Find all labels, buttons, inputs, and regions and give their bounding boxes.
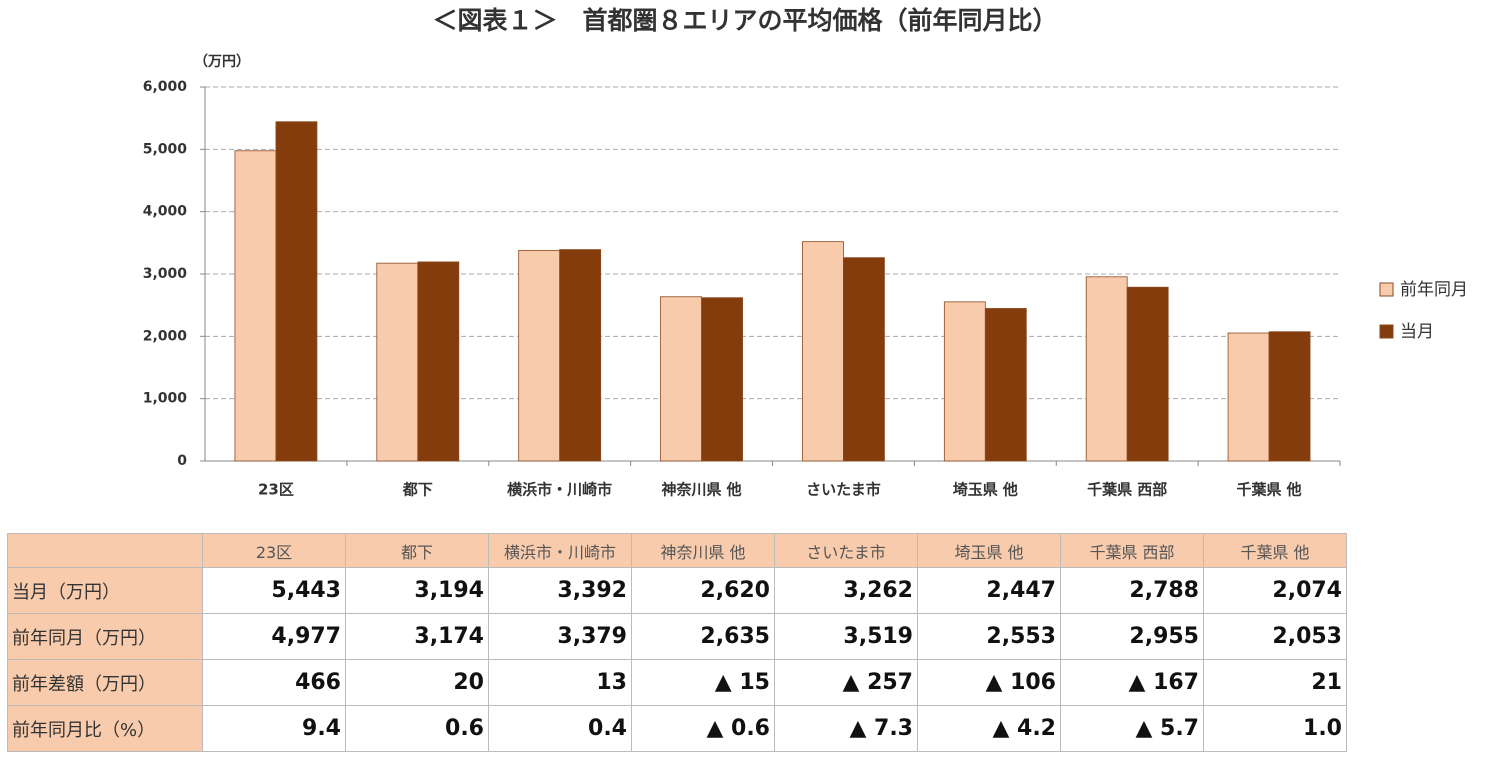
x-tick-label: 千葉県 西部 [1087,481,1167,499]
table-header-row: 23区 都下 横浜市・川崎市 神奈川県 他さいたま市 埼玉県 他千葉県 西部 千葉県 他 [7,533,1347,568]
table-cell: 1.0 [1203,705,1347,752]
table-header-cell: 千葉県 他 [1203,533,1347,568]
table-cell: 3,392 [488,567,632,614]
table-cell: ▲ 7.3 [774,705,918,752]
x-tick-label: 埼玉県 他 [953,481,1018,499]
table-corner [7,533,203,568]
bar [417,261,460,462]
y-tick-label: 5,000 [143,141,188,157]
x-tick-label: さいたま市 [806,481,881,499]
table-header-cell: 神奈川県 他 [631,533,775,568]
table-cell: 20 [345,659,489,706]
chart-title: ＜図表１＞ 首都圏８エリアの平均価格（前年同月比） [432,6,1057,35]
table-header-cell: 千葉県 西部 [1060,533,1204,568]
table-row: 前年同月比（%） 9.4 0.6 0.4 ▲ 0.6 ▲ 7.3 ▲ 4.2 ▲ 5.7 1.0 [7,705,1347,752]
bar [1227,332,1270,462]
bar [660,296,702,462]
table-cell: 2,053 [1203,613,1347,660]
y-tick-label: 1,000 [143,391,188,407]
bar [701,297,743,462]
table-row: 前年差額（万円） 466 20 13 ▲ 15 ▲ 257 ▲ 106 ▲ 167 21 [7,659,1347,706]
table-header-cell: さいたま市 [774,533,918,568]
legend-swatch [1379,282,1394,297]
table-cell: 2,074 [1203,567,1347,614]
table-header-cell: 埼玉県 他 [917,533,1061,568]
bar [802,241,844,462]
x-tick-label: 神奈川県 他 [661,481,741,499]
table-cell: 3,174 [345,613,489,660]
y-tick-label: 6,000 [143,79,188,95]
table-cell: ▲ 5.7 [1060,705,1204,752]
table-header-cell: 都下 [345,533,489,568]
bar [843,257,885,462]
y-tick-label: 3,000 [143,266,188,282]
table-cell: 2,635 [631,613,775,660]
table-cell: ▲ 257 [774,659,918,706]
table-cell: 3,194 [345,567,489,614]
table-cell: 13 [488,659,632,706]
chart: ＜図表１＞ 首都圏８エリアの平均価格（前年同月比） （万円） 0 1,000 2,0… [143,6,1468,499]
bar [984,308,1027,462]
row-label: 当月（万円） [7,567,203,614]
data-table: 23区 都下 横浜市・川崎市 神奈川県 他さいたま市 埼玉県 他千葉県 西部 千葉県 他当… [7,533,1347,752]
table-cell: 0.6 [345,705,489,752]
table-cell: 466 [202,659,346,706]
table-cell: 21 [1203,659,1347,706]
table-cell: 2,620 [631,567,775,614]
table-row: 当月（万円） 5,443 3,194 3,392 2,620 3,262 2,447 2,78… [7,567,1347,614]
y-tick-label: 2,000 [143,328,188,344]
table-cell: ▲ 15 [631,659,775,706]
y-tick-label: 4,000 [143,204,188,220]
table-row: 前年同月（万円） 4,977 3,174 3,379 2,635 3,519 2,553 2,… [7,613,1347,660]
row-label: 前年同月比（%） [7,705,203,752]
x-tick-label: 千葉県 他 [1236,481,1301,499]
bar [234,150,277,462]
table-cell: 2,553 [917,613,1061,660]
table-cell: 9.4 [202,705,346,752]
bar [943,301,986,462]
table-cell: ▲ 0.6 [631,705,775,752]
legend-swatch [1379,324,1394,339]
legend-label: 当月 [1400,322,1434,342]
table-cell: 2,788 [1060,567,1204,614]
y-axis-label: （万円） [194,54,250,70]
table-cell: ▲ 4.2 [917,705,1061,752]
legend-label: 前年同月 [1400,280,1468,300]
table-cell: 2,955 [1060,613,1204,660]
bar [1268,331,1311,462]
x-tick-label: 23区 [258,481,294,499]
table-cell: 3,379 [488,613,632,660]
bar [1085,276,1128,462]
bar [559,249,602,462]
y-tick-label: 0 [177,453,187,469]
table-cell: 3,519 [774,613,918,660]
bar [275,121,318,462]
x-tick-label: 都下 [402,481,433,499]
row-label: 前年同月（万円） [7,613,203,660]
table-header-cell: 23区 [202,533,346,568]
table-cell: 4,977 [202,613,346,660]
row-label: 前年差額（万円） [7,659,203,706]
table-cell: ▲ 106 [917,659,1061,706]
table-header-cell: 横浜市・川崎市 [488,533,632,568]
bar [1126,286,1169,462]
table-cell: 2,447 [917,567,1061,614]
x-tick-label: 横浜市・川崎市 [507,481,612,499]
table-cell: 5,443 [202,567,346,614]
table-cell: 3,262 [774,567,918,614]
bar [376,262,419,462]
bar [518,249,561,462]
table-cell: ▲ 167 [1060,659,1204,706]
table-cell: 0.4 [488,705,632,752]
